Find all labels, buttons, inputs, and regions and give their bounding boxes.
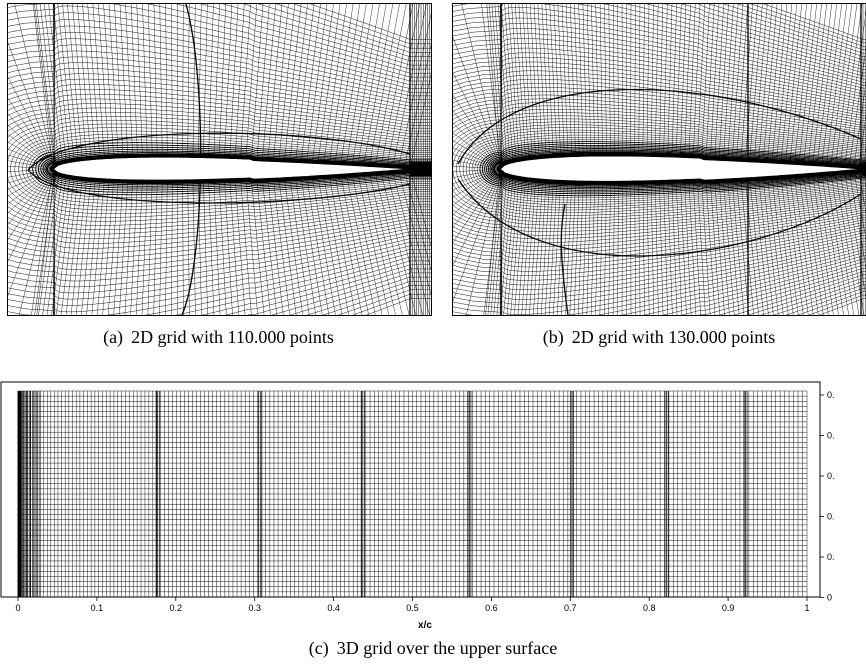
caption-a: (a) 2D grid with 110.000 points [7, 327, 430, 348]
right-tick-label: 0. [827, 471, 835, 481]
mesh-lines [453, 4, 866, 315]
x-tick-label: 0.2 [170, 603, 183, 613]
x-tick-label: 0 [15, 603, 20, 613]
x-tick-label: 0.6 [485, 603, 498, 613]
caption-b: (b) 2D grid with 130.000 points [452, 327, 866, 348]
mesh-graphic-c: 0 0.1 0.2 0.3 0.4 0.5 0.6 0.7 0.8 0.9 1 0. 0. 0. 0. 0. 0… [0, 381, 835, 631]
x-tick-label: 0.1 [91, 603, 104, 613]
x-tick-label: 0.8 [643, 603, 656, 613]
x-tick-label: 0.5 [406, 603, 419, 613]
x-tick-label: 0.7 [564, 603, 577, 613]
airfoil-shape [498, 154, 864, 183]
right-tick-label: 0 [827, 593, 832, 603]
mesh-panel-c: 0 0.1 0.2 0.3 0.4 0.5 0.6 0.7 0.8 0.9 1 0. 0. 0. 0. 0. 0… [0, 381, 866, 634]
right-tick-label: 0. [827, 512, 835, 522]
plot-frame [0, 381, 821, 598]
x-tick-label: 0.9 [722, 603, 735, 613]
caption-c: (c) 3D grid over the upper surface [0, 638, 866, 659]
mesh-lines [8, 4, 431, 315]
x-tick-label: 1 [804, 603, 809, 613]
caption-a-text: 2D grid with 110.000 points [131, 327, 334, 347]
x-tick-label: 0.4 [327, 603, 340, 613]
x-axis-label: x/c [418, 620, 432, 631]
caption-b-tag: (b) [542, 327, 564, 347]
airfoil-shape [51, 156, 411, 182]
caption-c-tag: (c) [308, 638, 329, 658]
caption-b-text: 2D grid with 130.000 points [571, 327, 776, 347]
caption-a-tag: (a) [103, 327, 124, 347]
mesh-graphic-b [453, 4, 866, 315]
mesh-panel-b [452, 3, 866, 316]
caption-c-text: 3D grid over the upper surface [336, 638, 558, 658]
right-tick-label: 0. [827, 390, 835, 400]
mesh-graphic-a [8, 4, 431, 315]
mesh-panel-a [7, 3, 432, 316]
right-tick-label: 0. [827, 431, 835, 441]
right-tick-label: 0. [827, 552, 835, 562]
x-tick-label: 0.3 [248, 603, 261, 613]
